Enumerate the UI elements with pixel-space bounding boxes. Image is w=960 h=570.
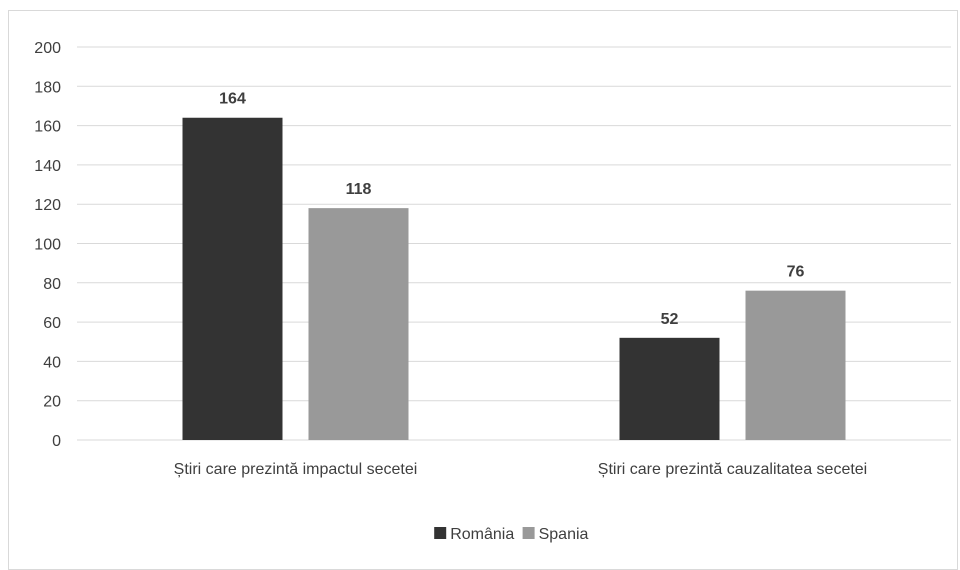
data-label: 164 [219, 91, 246, 108]
bars [182, 117, 846, 441]
bar-rom-nia-0 [182, 117, 283, 441]
legend-label: Spania [539, 526, 589, 543]
chart-frame: 0 20 40 60 80 100 120 140 160 180 200 164 118 52 76 Ș… [8, 10, 958, 570]
bar-rom-nia-1 [619, 337, 720, 440]
bar-spania-0 [308, 208, 409, 440]
category-label: Știri care prezintă cauzalitatea secetei [598, 461, 867, 478]
bar-chart: 0 20 40 60 80 100 120 140 160 180 200 164 118 52 76 Ș… [34, 40, 951, 543]
data-label: 52 [661, 311, 679, 328]
legend-swatch [522, 527, 535, 539]
y-tick-label: 120 [34, 197, 61, 214]
data-label: 118 [346, 181, 372, 198]
y-tick-label: 100 [34, 237, 61, 254]
data-labels: 164 118 52 76 [219, 91, 804, 328]
y-tick-label: 40 [43, 354, 61, 371]
bar-spania-1 [745, 290, 846, 440]
y-tick-label: 60 [43, 315, 61, 332]
y-tick-label: 160 [34, 119, 61, 136]
data-label: 76 [787, 264, 805, 281]
y-tick-label: 180 [34, 79, 61, 96]
y-axis-ticks: 0 20 40 60 80 100 120 140 160 180 200 [34, 40, 61, 450]
y-tick-label: 0 [52, 433, 61, 450]
y-tick-label: 140 [34, 158, 61, 175]
y-tick-label: 80 [43, 276, 61, 293]
category-label: Știri care prezintă impactul secetei [174, 461, 418, 478]
legend-swatch [434, 527, 447, 539]
x-axis-categories: Știri care prezintă impactul secetei Știr… [174, 461, 868, 478]
y-tick-label: 200 [34, 40, 61, 57]
legend: România Spania [434, 526, 589, 543]
legend-label: România [450, 526, 514, 543]
y-tick-label: 20 [43, 394, 61, 411]
